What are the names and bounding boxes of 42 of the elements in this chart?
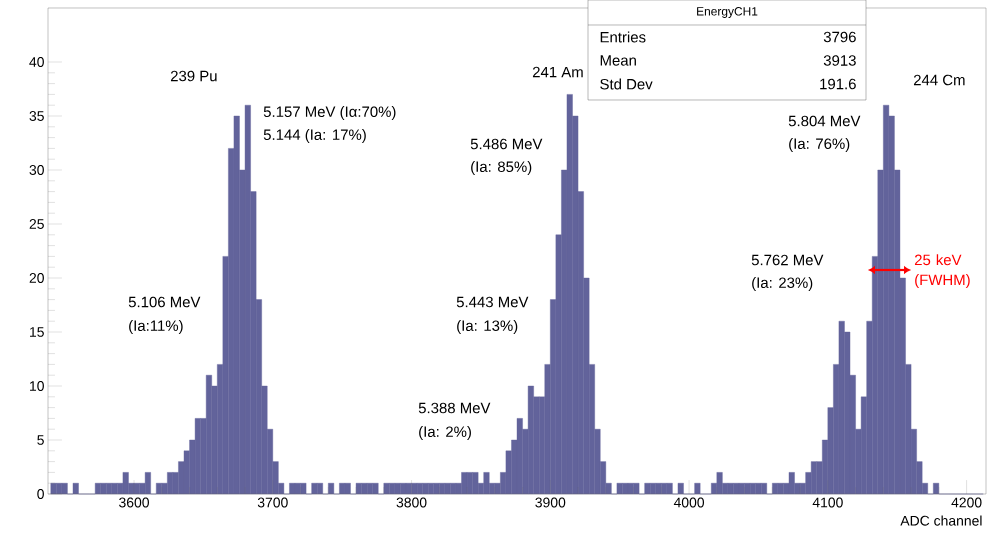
x-tick-label: 3600 <box>119 497 149 508</box>
annotation: 3913 <box>823 55 856 66</box>
annotation: 5.144 (Ia: 17%) <box>263 129 366 143</box>
x-tick-label: 3800 <box>396 497 427 508</box>
annotation: 5.443 MeV <box>456 296 529 308</box>
x-tick-label: 4000 <box>673 497 705 508</box>
annotation: (Ia: 2%) <box>419 426 471 440</box>
annotation: Std Dev <box>600 78 653 90</box>
annotation: 3796 <box>823 31 856 43</box>
annotation: Entries <box>600 31 646 43</box>
annotation: Mean <box>600 55 636 66</box>
y-tick-label: 15 <box>30 327 44 337</box>
y-tick-label: 30 <box>29 165 44 175</box>
x-tick-label: 3700 <box>257 497 288 508</box>
annotation: 5.388 MeV <box>418 402 491 414</box>
annotation: EnergyCH1 <box>697 7 758 18</box>
annotation: (Ia: 13%) <box>457 320 518 334</box>
y-tick-label: 0 <box>37 489 44 499</box>
annotation: (Ia: 85%) <box>471 161 532 175</box>
annotation: 5.106 MeV <box>128 296 201 308</box>
annotation: 5.157 MeV (Iα:70%) <box>263 106 396 120</box>
annotation: 241 Am <box>532 66 583 78</box>
y-tick-label: 10 <box>30 381 44 391</box>
annotation: 239 Pu <box>170 70 217 82</box>
x-tick-label: 4100 <box>812 497 843 508</box>
y-tick-label: 35 <box>29 111 44 121</box>
y-tick-label: 20 <box>29 273 44 283</box>
x-axis-title: ADC channel <box>900 515 982 526</box>
annotation: 5.486 MeV <box>470 138 543 150</box>
y-tick-label: 5 <box>37 435 44 445</box>
y-tick-label: 40 <box>29 57 44 67</box>
x-tick-label: 4200 <box>951 497 982 508</box>
annotation: (Ia: 76%) <box>789 138 850 152</box>
x-tick-label: 3900 <box>535 497 566 508</box>
annotation: 244 Cm <box>913 74 965 86</box>
annotation: (Ia: 23%) <box>752 277 813 291</box>
annotation: (Ia:11%) <box>129 320 183 334</box>
y-tick-label: 25 <box>29 219 44 229</box>
annotation: 25 keV (FWHM) <box>914 254 970 289</box>
annotation: 191.6 <box>820 78 856 90</box>
annotation: 5.804 MeV <box>788 115 861 127</box>
annotation: 5.762 MeV <box>751 254 824 266</box>
